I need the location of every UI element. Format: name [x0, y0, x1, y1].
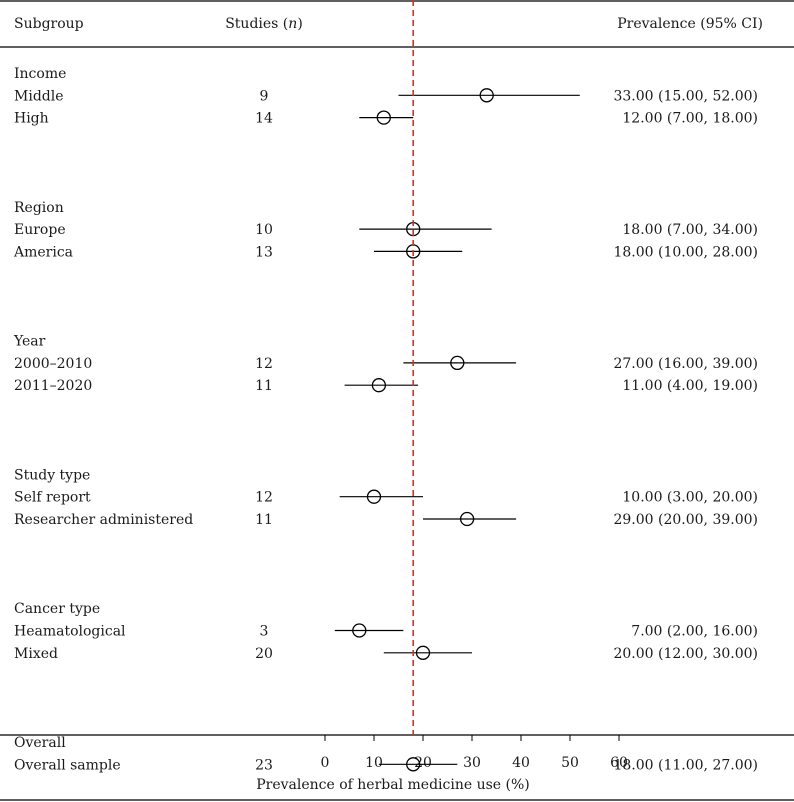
- row-label: Overall sample: [14, 757, 121, 773]
- point-estimate: [371, 378, 387, 393]
- row-ci-text: 20.00 (12.00, 30.00): [613, 646, 758, 662]
- point-estimate: [479, 88, 494, 103]
- row-study-count: 3: [260, 624, 269, 640]
- x-axis-label: Prevalence of herbal medicine use (%): [256, 777, 530, 793]
- row-label: Heamatological: [14, 624, 126, 640]
- row-ci-text: 10.00 (3.00, 20.00): [622, 490, 758, 506]
- x-tick-label: 20: [414, 755, 432, 771]
- group-label: Cancer type: [14, 601, 100, 617]
- point-estimate: [459, 511, 475, 527]
- row-ci-text: 27.00 (16.00, 39.00): [613, 356, 758, 372]
- point-estimate: [450, 355, 465, 371]
- row-label: America: [13, 244, 73, 260]
- point-estimate: [352, 623, 367, 638]
- row-study-count: 11: [255, 512, 273, 528]
- group-label: Region: [14, 200, 64, 216]
- header-subgroup: Subgroup: [14, 16, 84, 32]
- row-label: 2000–2010: [14, 356, 92, 372]
- row-ci-text: 12.00 (7.00, 18.00): [622, 111, 758, 127]
- row-label: Self report: [14, 490, 91, 506]
- row-ci-text: 29.00 (20.00, 39.00): [613, 512, 758, 528]
- row-study-count: 12: [255, 356, 273, 372]
- row-study-count: 14: [255, 111, 273, 127]
- x-tick-label: 0: [321, 755, 330, 771]
- group-label: Study type: [14, 467, 90, 483]
- row-label: High: [14, 111, 49, 127]
- x-axis: 0 10 20 30 40 50 60: [321, 734, 628, 771]
- point-estimate: [366, 489, 382, 504]
- row-ci-text: 11.00 (4.00, 19.00): [622, 378, 758, 394]
- row-study-count: 12: [255, 490, 273, 506]
- row-label: Middle: [14, 88, 64, 104]
- row-ci-text: 7.00 (2.00, 16.00): [631, 624, 758, 640]
- row-ci-text: 18.00 (11.00, 27.00): [613, 757, 758, 773]
- row-study-count: 11: [255, 378, 273, 394]
- row-label: Mixed: [14, 646, 58, 662]
- row-label: Researcher administered: [14, 512, 193, 528]
- header-studies: Studies (n): [225, 16, 303, 32]
- x-tick-label: 10: [365, 755, 383, 771]
- x-tick-label: 40: [512, 755, 530, 771]
- row-ci-text: 33.00 (15.00, 52.00): [613, 88, 758, 104]
- group-label: Year: [13, 334, 46, 350]
- row-study-count: 13: [255, 244, 273, 260]
- row-ci-text: 18.00 (7.00, 34.00): [622, 222, 758, 238]
- row-study-count: 9: [260, 88, 269, 104]
- point-estimate: [406, 757, 421, 772]
- row-study-count: 20: [255, 646, 273, 662]
- point-estimate: [415, 645, 431, 660]
- group-label: Overall: [14, 735, 66, 751]
- group-label: Income: [14, 66, 66, 82]
- forest-rows: Income Middle 9 33.00 (15.00, 52.00) High 14 1…: [13, 66, 758, 773]
- row-study-count: 23: [255, 757, 273, 773]
- point-estimate: [376, 110, 391, 125]
- x-tick-label: 50: [561, 755, 579, 771]
- row-label: Europe: [14, 222, 66, 238]
- header-prevalence: Prevalence (95% CI): [617, 16, 763, 32]
- row-study-count: 10: [255, 222, 273, 238]
- row-label: 2011–2020: [14, 378, 92, 394]
- x-tick-label: 30: [463, 755, 481, 771]
- x-tick-label: 60: [610, 755, 628, 771]
- row-ci-text: 18.00 (10.00, 28.00): [613, 244, 758, 260]
